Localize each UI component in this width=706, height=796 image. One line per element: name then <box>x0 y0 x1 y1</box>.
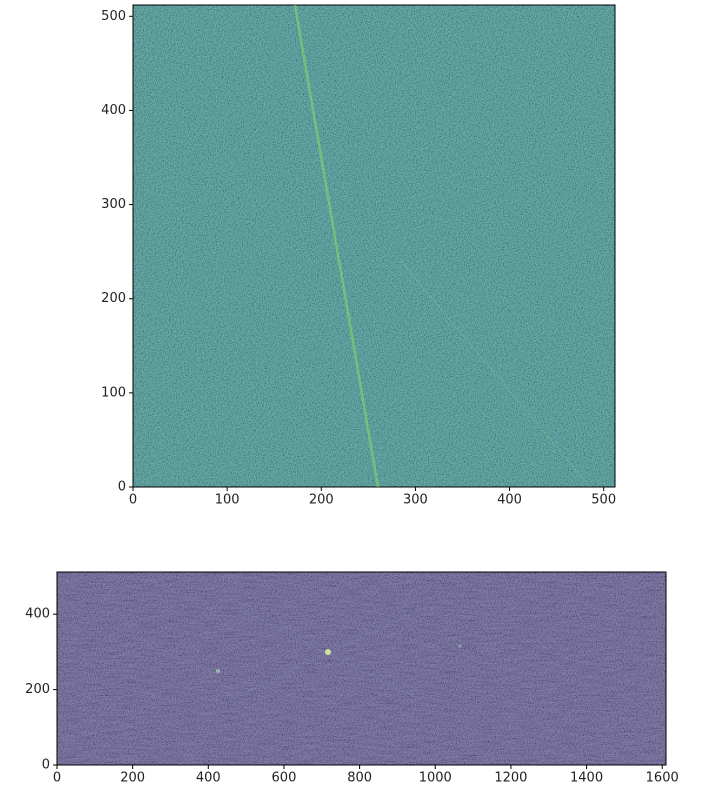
y-tick-label: 0 <box>118 480 126 495</box>
image-texture <box>133 5 615 487</box>
x-tick-label: 1600 <box>646 771 679 786</box>
x-tick-label: 800 <box>347 771 372 786</box>
y-tick-label: 400 <box>25 607 50 622</box>
axes-frame <box>56 571 667 766</box>
y-tick-label: 0 <box>42 758 50 773</box>
x-tick-label: 200 <box>309 493 334 508</box>
y-tick-label: 200 <box>25 682 50 697</box>
x-tick-label: 200 <box>120 771 145 786</box>
streak <box>293 5 380 487</box>
x-tick-label: 1200 <box>494 771 527 786</box>
axes-frame <box>132 4 616 488</box>
streak <box>399 259 591 487</box>
x-tick-label: 600 <box>272 771 297 786</box>
plots: 0 100 200 300 400 500 0 100 200 300 400 500 0 200 400 6… <box>25 4 679 786</box>
peak <box>325 649 331 655</box>
peak <box>458 644 462 648</box>
image-features <box>216 5 591 701</box>
x-tick-label: 1400 <box>570 771 603 786</box>
streak <box>239 609 421 701</box>
x-tick-label: 500 <box>591 493 616 508</box>
x-tick-label: 400 <box>497 493 522 508</box>
y-tick-label: 100 <box>101 385 126 400</box>
y-tick-label: 500 <box>101 9 126 24</box>
x-tick-label: 0 <box>53 771 61 786</box>
y-tick-label: 300 <box>101 197 126 212</box>
x-tick-label: 1000 <box>419 771 452 786</box>
x-tick-label: 100 <box>215 493 240 508</box>
peak <box>216 669 220 673</box>
x-tick-label: 400 <box>196 771 221 786</box>
y-tick-label: 200 <box>101 291 126 306</box>
image-texture <box>57 572 666 765</box>
x-tick-label: 0 <box>129 493 137 508</box>
x-tick-label: 300 <box>403 493 428 508</box>
streak <box>229 609 421 701</box>
y-tick-label: 400 <box>101 103 126 118</box>
